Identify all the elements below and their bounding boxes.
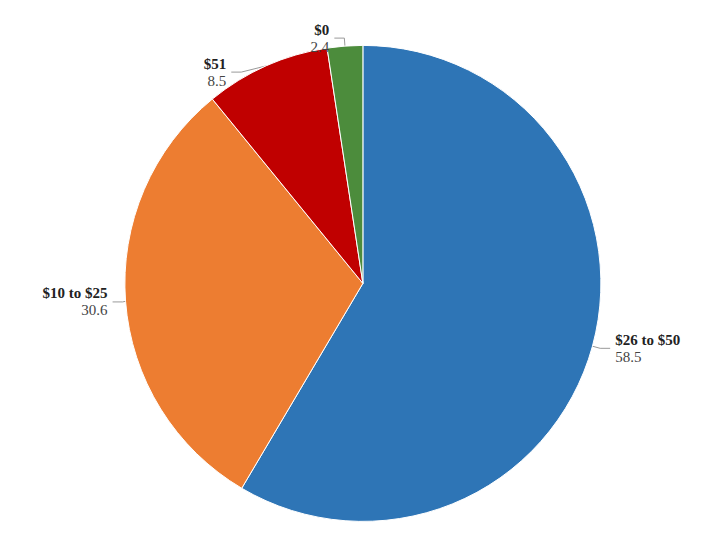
svg-text:2.4: 2.4 [311,39,330,55]
svg-text:$0: $0 [314,22,329,38]
svg-text:30.6: 30.6 [81,302,108,318]
svg-text:$10 to $25: $10 to $25 [43,285,108,301]
svg-text:$26 to $50: $26 to $50 [615,332,680,348]
svg-text:$51: $51 [204,56,227,72]
svg-text:58.5: 58.5 [615,349,641,365]
svg-text:8.5: 8.5 [208,73,227,89]
